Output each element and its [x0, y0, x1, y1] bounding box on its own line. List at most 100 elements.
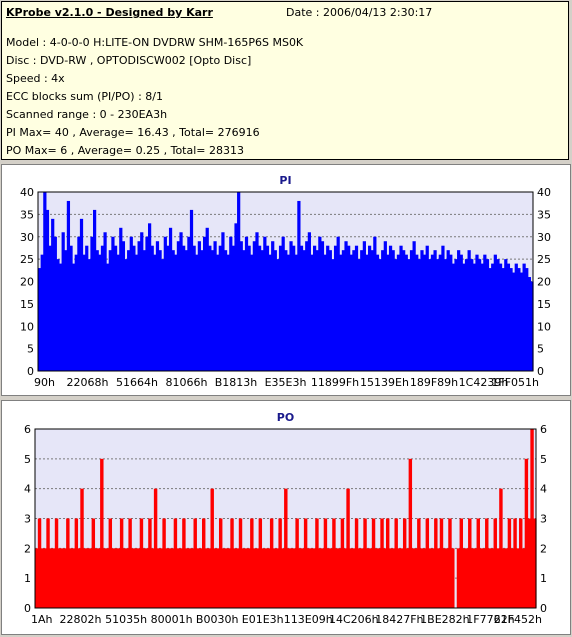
pi-bar [106, 263, 110, 371]
po-bar [142, 548, 146, 608]
po-bar [337, 548, 342, 608]
pi-y-tick-label: 10 [20, 320, 34, 333]
po-bar [411, 548, 415, 608]
po-bar [519, 518, 523, 608]
po-bar [482, 548, 486, 608]
po-bar [213, 548, 217, 608]
pi-bar [166, 245, 170, 371]
pi-bar [383, 241, 387, 371]
po-bar [238, 518, 243, 608]
po-bar [504, 548, 509, 608]
pi-bar [478, 259, 482, 371]
pi-plot-frame [37, 191, 534, 372]
po-bar [479, 548, 483, 608]
po-bar [278, 518, 282, 608]
pi-bar [85, 245, 89, 371]
pi-x-tick-label: B1813h [215, 376, 258, 389]
po-bar [100, 458, 104, 608]
po-bar [258, 518, 263, 608]
pi-bar [98, 254, 102, 371]
pi-bar [318, 236, 322, 371]
po-bar [139, 518, 144, 608]
pi-bar [415, 254, 419, 371]
po-chart-panel: PO 0 0 1 1 2 2 3 3 4 4 5 5 6 6 1Ah 22802h 51035h 80001h B00… [1, 400, 571, 635]
pi-bar [475, 254, 479, 371]
pi-chart-title: PI [279, 174, 291, 187]
pi-bar [326, 245, 330, 371]
pi-bar [347, 245, 351, 371]
pi-bar [313, 245, 317, 371]
po-bar [499, 488, 503, 608]
pi-bar [496, 259, 500, 371]
po-bar [462, 548, 466, 608]
po-bar [204, 548, 209, 608]
pi-bar [237, 192, 241, 371]
pi-bar [113, 245, 118, 371]
po-bar [85, 548, 90, 608]
po-bar [102, 548, 107, 608]
pi-bar [354, 245, 359, 371]
disc-info: Disc : DVD-RW , OPTODISCW002 [Opto Disc] [6, 54, 252, 67]
pi-bar [90, 236, 94, 371]
pi-bar [61, 232, 65, 371]
pi-bar [470, 259, 474, 371]
pi-bar [449, 254, 453, 371]
pi-bar [40, 254, 44, 371]
pi-bar [140, 232, 144, 371]
po-bar [436, 548, 441, 608]
pi-bar [213, 241, 217, 371]
po-bar [349, 548, 353, 608]
po-bar [244, 548, 248, 608]
po-bar [445, 548, 449, 608]
pi-bar [297, 200, 301, 371]
po-bar [77, 548, 81, 608]
po-bar [354, 518, 359, 608]
pi-bar [480, 263, 484, 371]
po-bar [153, 488, 158, 608]
pi-bar [430, 254, 435, 371]
po-bar [485, 518, 489, 608]
po-bar [473, 548, 478, 608]
po-y-tick-label: 5 [24, 453, 31, 466]
pi-bar [179, 232, 183, 371]
po-bar [315, 518, 319, 608]
pi-bar [352, 250, 356, 371]
po-y-tick-label: 0 [24, 602, 31, 615]
pi-bar [459, 254, 463, 371]
pi-bar [64, 250, 68, 371]
po-bar [357, 548, 362, 608]
pi-bar [69, 245, 73, 371]
scan-date: Date : 2006/04/13 2:30:17 [286, 6, 433, 19]
pi-bar [153, 254, 157, 371]
pi-bar [189, 209, 194, 371]
pi-y-tick-label: 25 [20, 253, 34, 266]
pi-bar [399, 245, 403, 371]
pi-y-tick-label-right: 10 [537, 320, 551, 333]
po-x-tick-label: 51035h [105, 613, 147, 626]
pi-bar [501, 268, 505, 371]
po-y-tick-label: 6 [24, 423, 31, 436]
pi-bar [48, 245, 52, 371]
po-bar [250, 518, 254, 608]
po-bar [255, 548, 260, 608]
po-bar [303, 518, 308, 608]
po-bar [261, 548, 265, 608]
po-bar [80, 488, 84, 608]
po-bar [400, 548, 404, 608]
po-bar [252, 548, 257, 608]
po-x-tick-label: 14C206h [329, 613, 379, 626]
pi-y-tick-label-right: 25 [537, 253, 551, 266]
pi-bar [305, 241, 309, 371]
pi-bar [333, 245, 338, 371]
po-bar [465, 548, 469, 608]
pi-bar [302, 250, 306, 371]
po-x-tick-label: 1Ah [31, 613, 53, 626]
pi-bar [93, 209, 97, 371]
po-bar [419, 548, 424, 608]
pi-bar [294, 254, 298, 371]
po-x-tick-label: 1F7761h [466, 613, 514, 626]
pi-summary: PI Max= 40 , Average= 16.43 , Total= 276… [6, 126, 260, 139]
po-bar [119, 518, 124, 608]
po-bar [510, 548, 514, 608]
po-bar [496, 548, 500, 608]
